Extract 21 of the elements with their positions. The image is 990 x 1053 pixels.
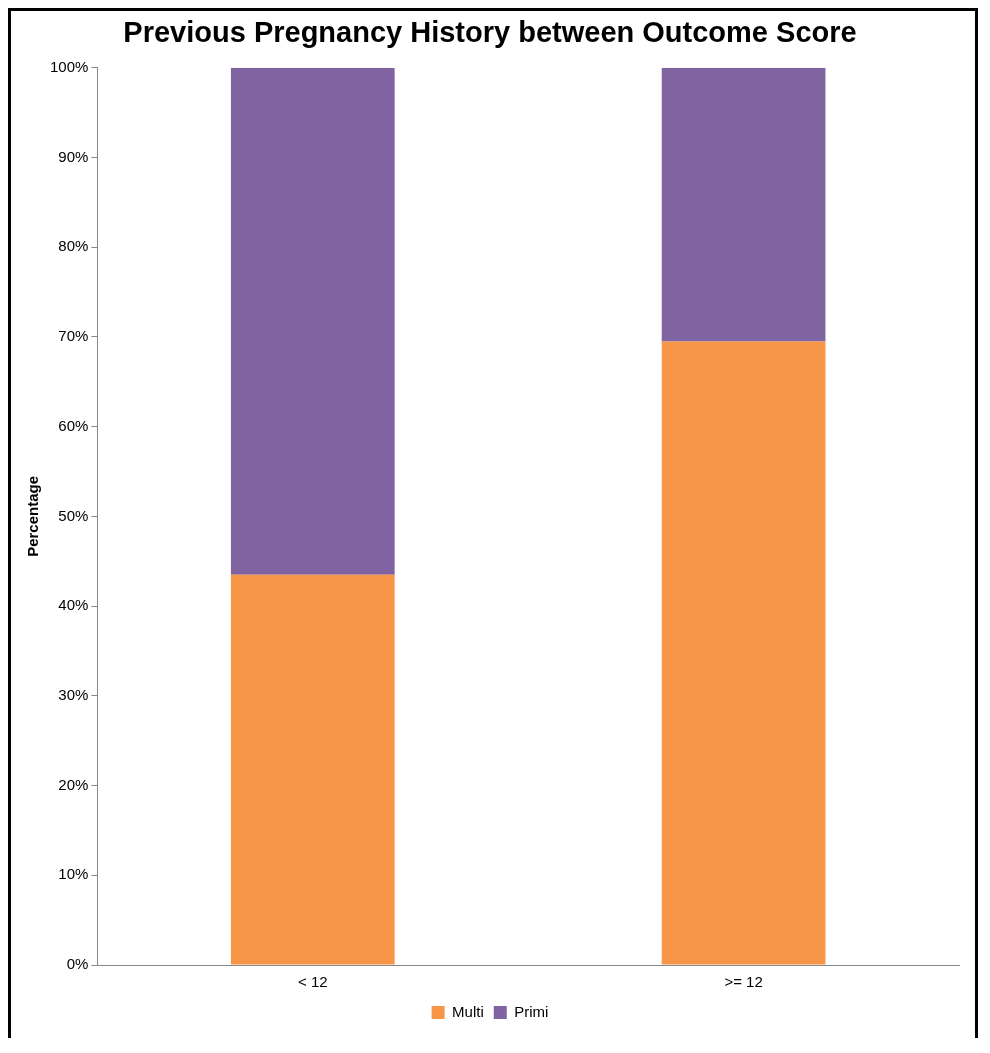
y-axis-title: Percentage xyxy=(24,475,42,557)
bar xyxy=(661,341,826,965)
y-tick-label: 60% xyxy=(58,416,89,434)
y-tick-label: 20% xyxy=(58,775,89,793)
x-tick-label: >= 12 xyxy=(724,973,763,991)
bar xyxy=(230,67,395,575)
bar xyxy=(230,574,395,965)
y-tick-label: 10% xyxy=(58,865,89,883)
x-tick-label: < 12 xyxy=(297,973,328,991)
y-tick-label: 70% xyxy=(58,327,89,345)
chart-title: Previous Pregnancy History between Outcome Score xyxy=(123,16,857,49)
y-tick-label: 50% xyxy=(58,506,89,524)
y-tick-label: 0% xyxy=(66,955,89,973)
legend-label: Primi xyxy=(514,1002,549,1020)
bar xyxy=(661,67,826,342)
y-tick-label: 90% xyxy=(58,147,89,165)
y-tick-label: 40% xyxy=(58,596,89,614)
y-tick-label: 80% xyxy=(58,237,89,255)
y-tick-label: 30% xyxy=(58,685,89,703)
y-tick-label: 100% xyxy=(49,57,89,75)
legend-label: Multi xyxy=(452,1002,484,1020)
